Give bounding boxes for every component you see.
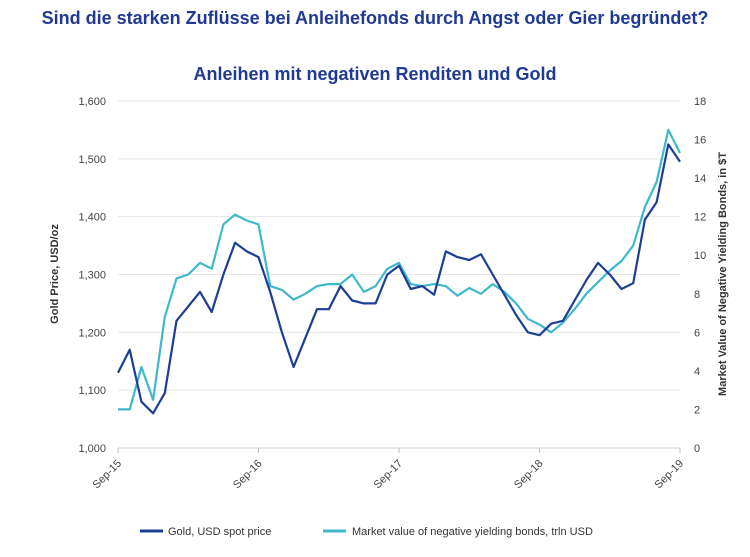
y-left-tick-label: 1,600 xyxy=(78,96,106,108)
x-tick-label: Sep-16 xyxy=(231,458,265,492)
y-right-tick-label: 12 xyxy=(694,212,706,224)
y-left-tick-label: 1,300 xyxy=(78,270,106,282)
y-right-tick-label: 2 xyxy=(694,404,700,416)
legend: Gold, USD spot price Market value of neg… xyxy=(140,526,593,538)
y-left-tick-label: 1,500 xyxy=(78,154,106,166)
x-tick-label: Sep-15 xyxy=(91,458,125,492)
y-axis-left-label: Gold Price, USD/oz xyxy=(49,224,61,324)
y-right-tick-label: 4 xyxy=(694,366,700,378)
y-right-tick-label: 18 xyxy=(694,96,706,108)
y-left-tick-label: 1,400 xyxy=(78,212,106,224)
legend-label-gold: Gold, USD spot price xyxy=(168,526,271,538)
series-negative-yield-bonds-line xyxy=(118,128,681,411)
left-axis-ticks: 1,000 1,100 1,200 1,300 1,400 1,500 1,600 xyxy=(78,96,106,455)
chart-title: Anleihen mit negativen Renditen und Gold xyxy=(193,64,557,84)
series-gold-line xyxy=(117,143,681,415)
y-right-tick-label: 0 xyxy=(694,443,700,455)
y-right-tick-label: 14 xyxy=(694,173,706,185)
x-tick-label: Sep-17 xyxy=(372,458,406,492)
y-left-tick-label: 1,000 xyxy=(78,443,106,455)
y-axis-right-label: Market Value of Negative Yielding Bonds,… xyxy=(717,152,729,396)
headline: Sind die starken Zuflüsse bei Anleihefon… xyxy=(41,8,709,28)
y-left-tick-label: 1,100 xyxy=(78,385,106,397)
x-tick-label: Sep-19 xyxy=(653,458,687,492)
right-axis-ticks: 0 2 4 6 8 10 12 14 16 18 xyxy=(694,96,706,455)
grid xyxy=(118,100,680,391)
y-right-tick-label: 10 xyxy=(694,250,706,262)
x-axis-ticks: Sep-15 Sep-16 Sep-17 Sep-18 Sep-19 xyxy=(91,448,687,492)
y-right-tick-label: 16 xyxy=(694,135,706,147)
y-right-tick-label: 8 xyxy=(694,289,700,301)
x-tick-label: Sep-18 xyxy=(512,458,546,492)
y-left-tick-label: 1,200 xyxy=(78,327,106,339)
legend-label-negative-yield-bonds: Market value of negative yielding bonds,… xyxy=(352,526,593,538)
y-right-tick-label: 6 xyxy=(694,327,700,339)
